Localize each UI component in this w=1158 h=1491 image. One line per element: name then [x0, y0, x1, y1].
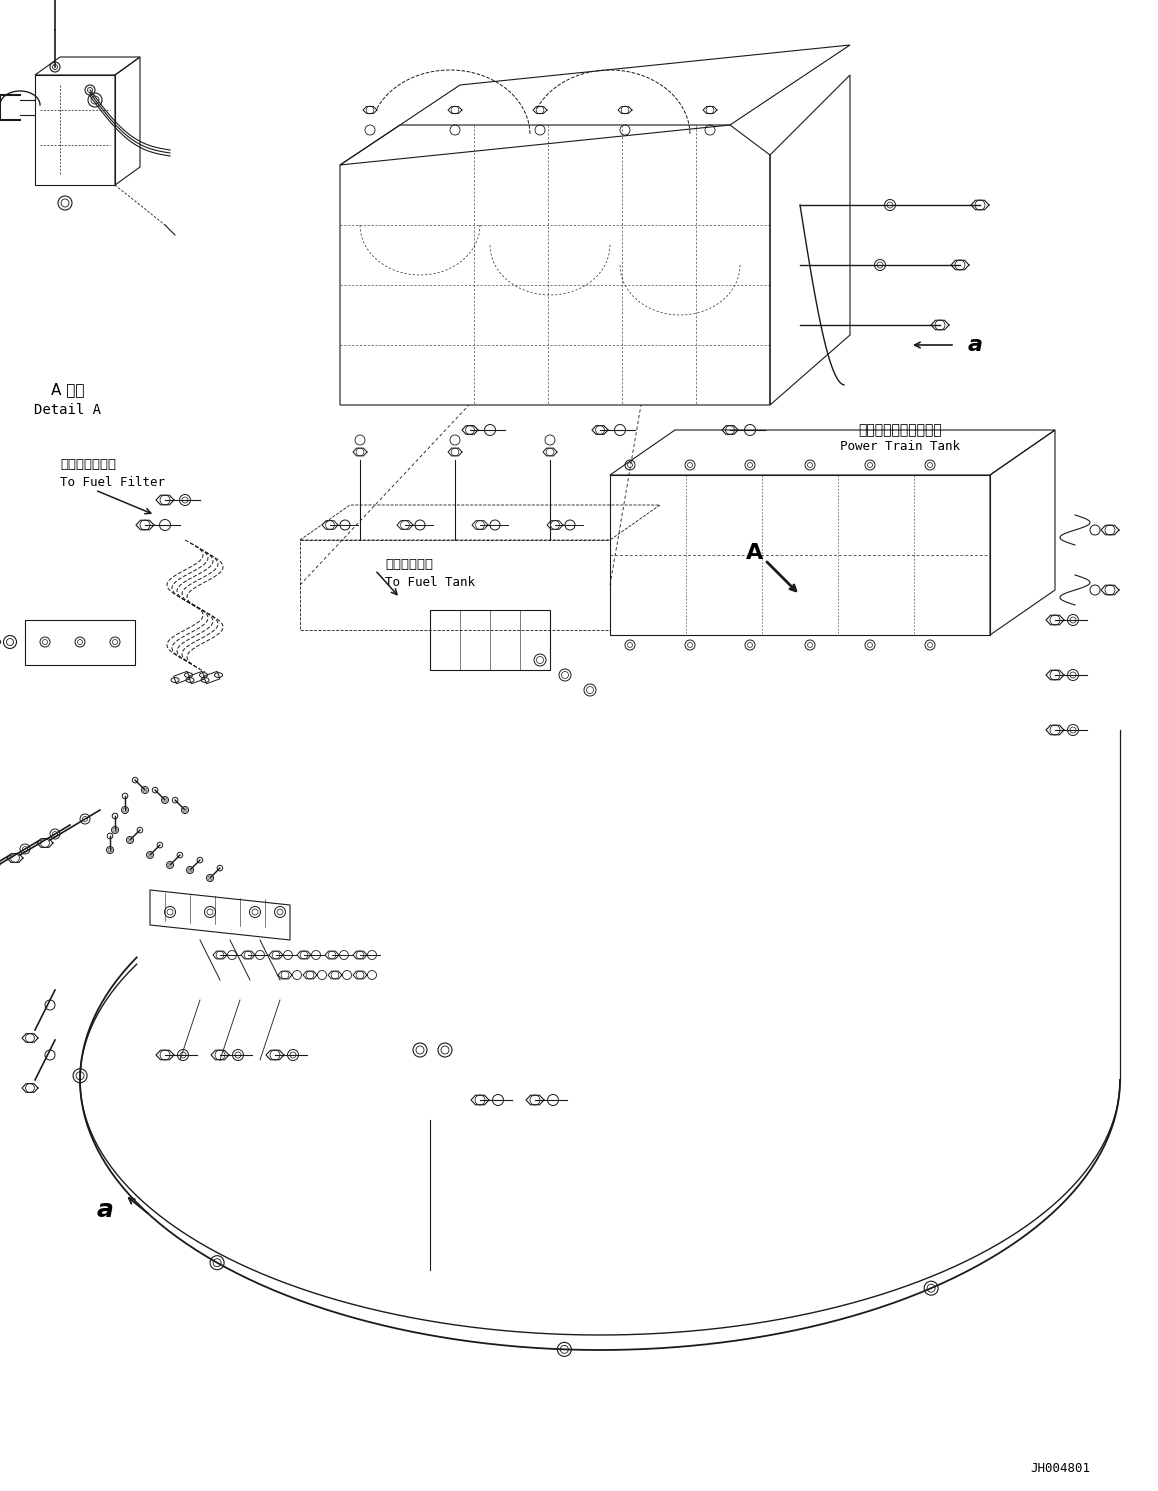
- Text: パワートレインタンク: パワートレインタンク: [858, 423, 941, 437]
- Text: 燃料タンクへ: 燃料タンクへ: [384, 559, 433, 571]
- Text: Power Train Tank: Power Train Tank: [840, 440, 960, 453]
- Text: a: a: [968, 335, 983, 355]
- Text: A: A: [747, 543, 763, 564]
- Text: Detail A: Detail A: [35, 403, 102, 417]
- Text: JH004801: JH004801: [1029, 1461, 1090, 1475]
- Text: a: a: [96, 1197, 113, 1223]
- Text: To Fuel Filter: To Fuel Filter: [60, 477, 164, 489]
- Text: A 詳細: A 詳細: [51, 383, 85, 398]
- Text: To Fuel Tank: To Fuel Tank: [384, 576, 475, 589]
- Text: 燃料フィルタへ: 燃料フィルタへ: [60, 459, 116, 471]
